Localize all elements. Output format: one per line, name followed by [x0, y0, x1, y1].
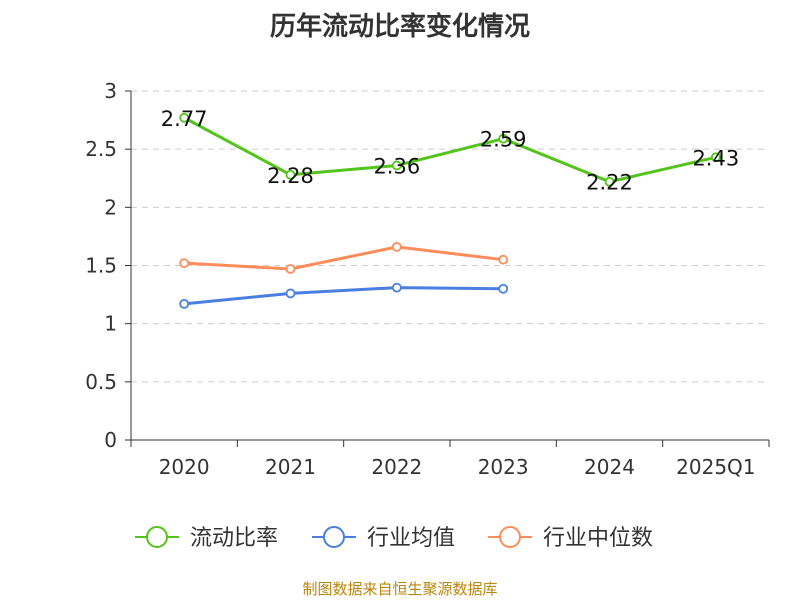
x-tick-label: 2021	[265, 455, 316, 479]
y-tick-label: 1.5	[85, 254, 117, 278]
y-tick-label: 0.5	[85, 370, 117, 394]
y-tick-label: 1	[104, 312, 117, 336]
data-point	[179, 298, 190, 309]
data-point	[391, 241, 402, 252]
data-point	[285, 288, 296, 299]
legend-label: 行业均值	[367, 526, 455, 551]
series-line-2	[184, 286, 504, 306]
y-tick-label: 3	[104, 79, 117, 103]
data-point	[285, 264, 296, 274]
legend-marker	[323, 526, 345, 548]
y-tick-label: 2.5	[85, 137, 117, 161]
data-point	[498, 283, 509, 294]
data-label: 2.77	[161, 107, 208, 131]
data-label: 2.43	[692, 146, 739, 170]
data-point	[391, 282, 402, 293]
y-tick-label: 2	[104, 195, 117, 219]
legend-label: 流动比率	[190, 526, 278, 551]
legend-marker	[146, 526, 168, 548]
x-tick-label: 2024	[584, 455, 635, 479]
data-point	[710, 152, 721, 163]
data-label: 2.36	[373, 154, 420, 178]
data-label: 2.22	[586, 171, 633, 195]
data-point	[498, 254, 509, 265]
x-tick-label: 2025Q1	[676, 455, 755, 479]
series-line-1	[183, 116, 717, 184]
x-tick-label: 2023	[478, 455, 529, 479]
y-tick-label: 0	[104, 428, 117, 452]
data-point	[285, 169, 296, 180]
data-point	[179, 112, 190, 123]
data-point	[498, 133, 509, 144]
x-tick-label: 2020	[159, 455, 210, 479]
data-point	[179, 258, 190, 269]
source-note: 制图数据来自恒生聚源数据库	[302, 580, 498, 598]
x-tick-label: 2022	[371, 455, 422, 479]
data-label: 2.59	[480, 128, 527, 152]
data-point	[604, 176, 615, 187]
series-line-3	[184, 245, 504, 271]
data-point	[391, 160, 402, 171]
legend-label: 行业中位数	[543, 526, 653, 551]
legend-marker	[499, 526, 521, 548]
data-label: 2.28	[267, 164, 314, 188]
chart-title: 历年流动比率变化情况	[269, 12, 530, 42]
